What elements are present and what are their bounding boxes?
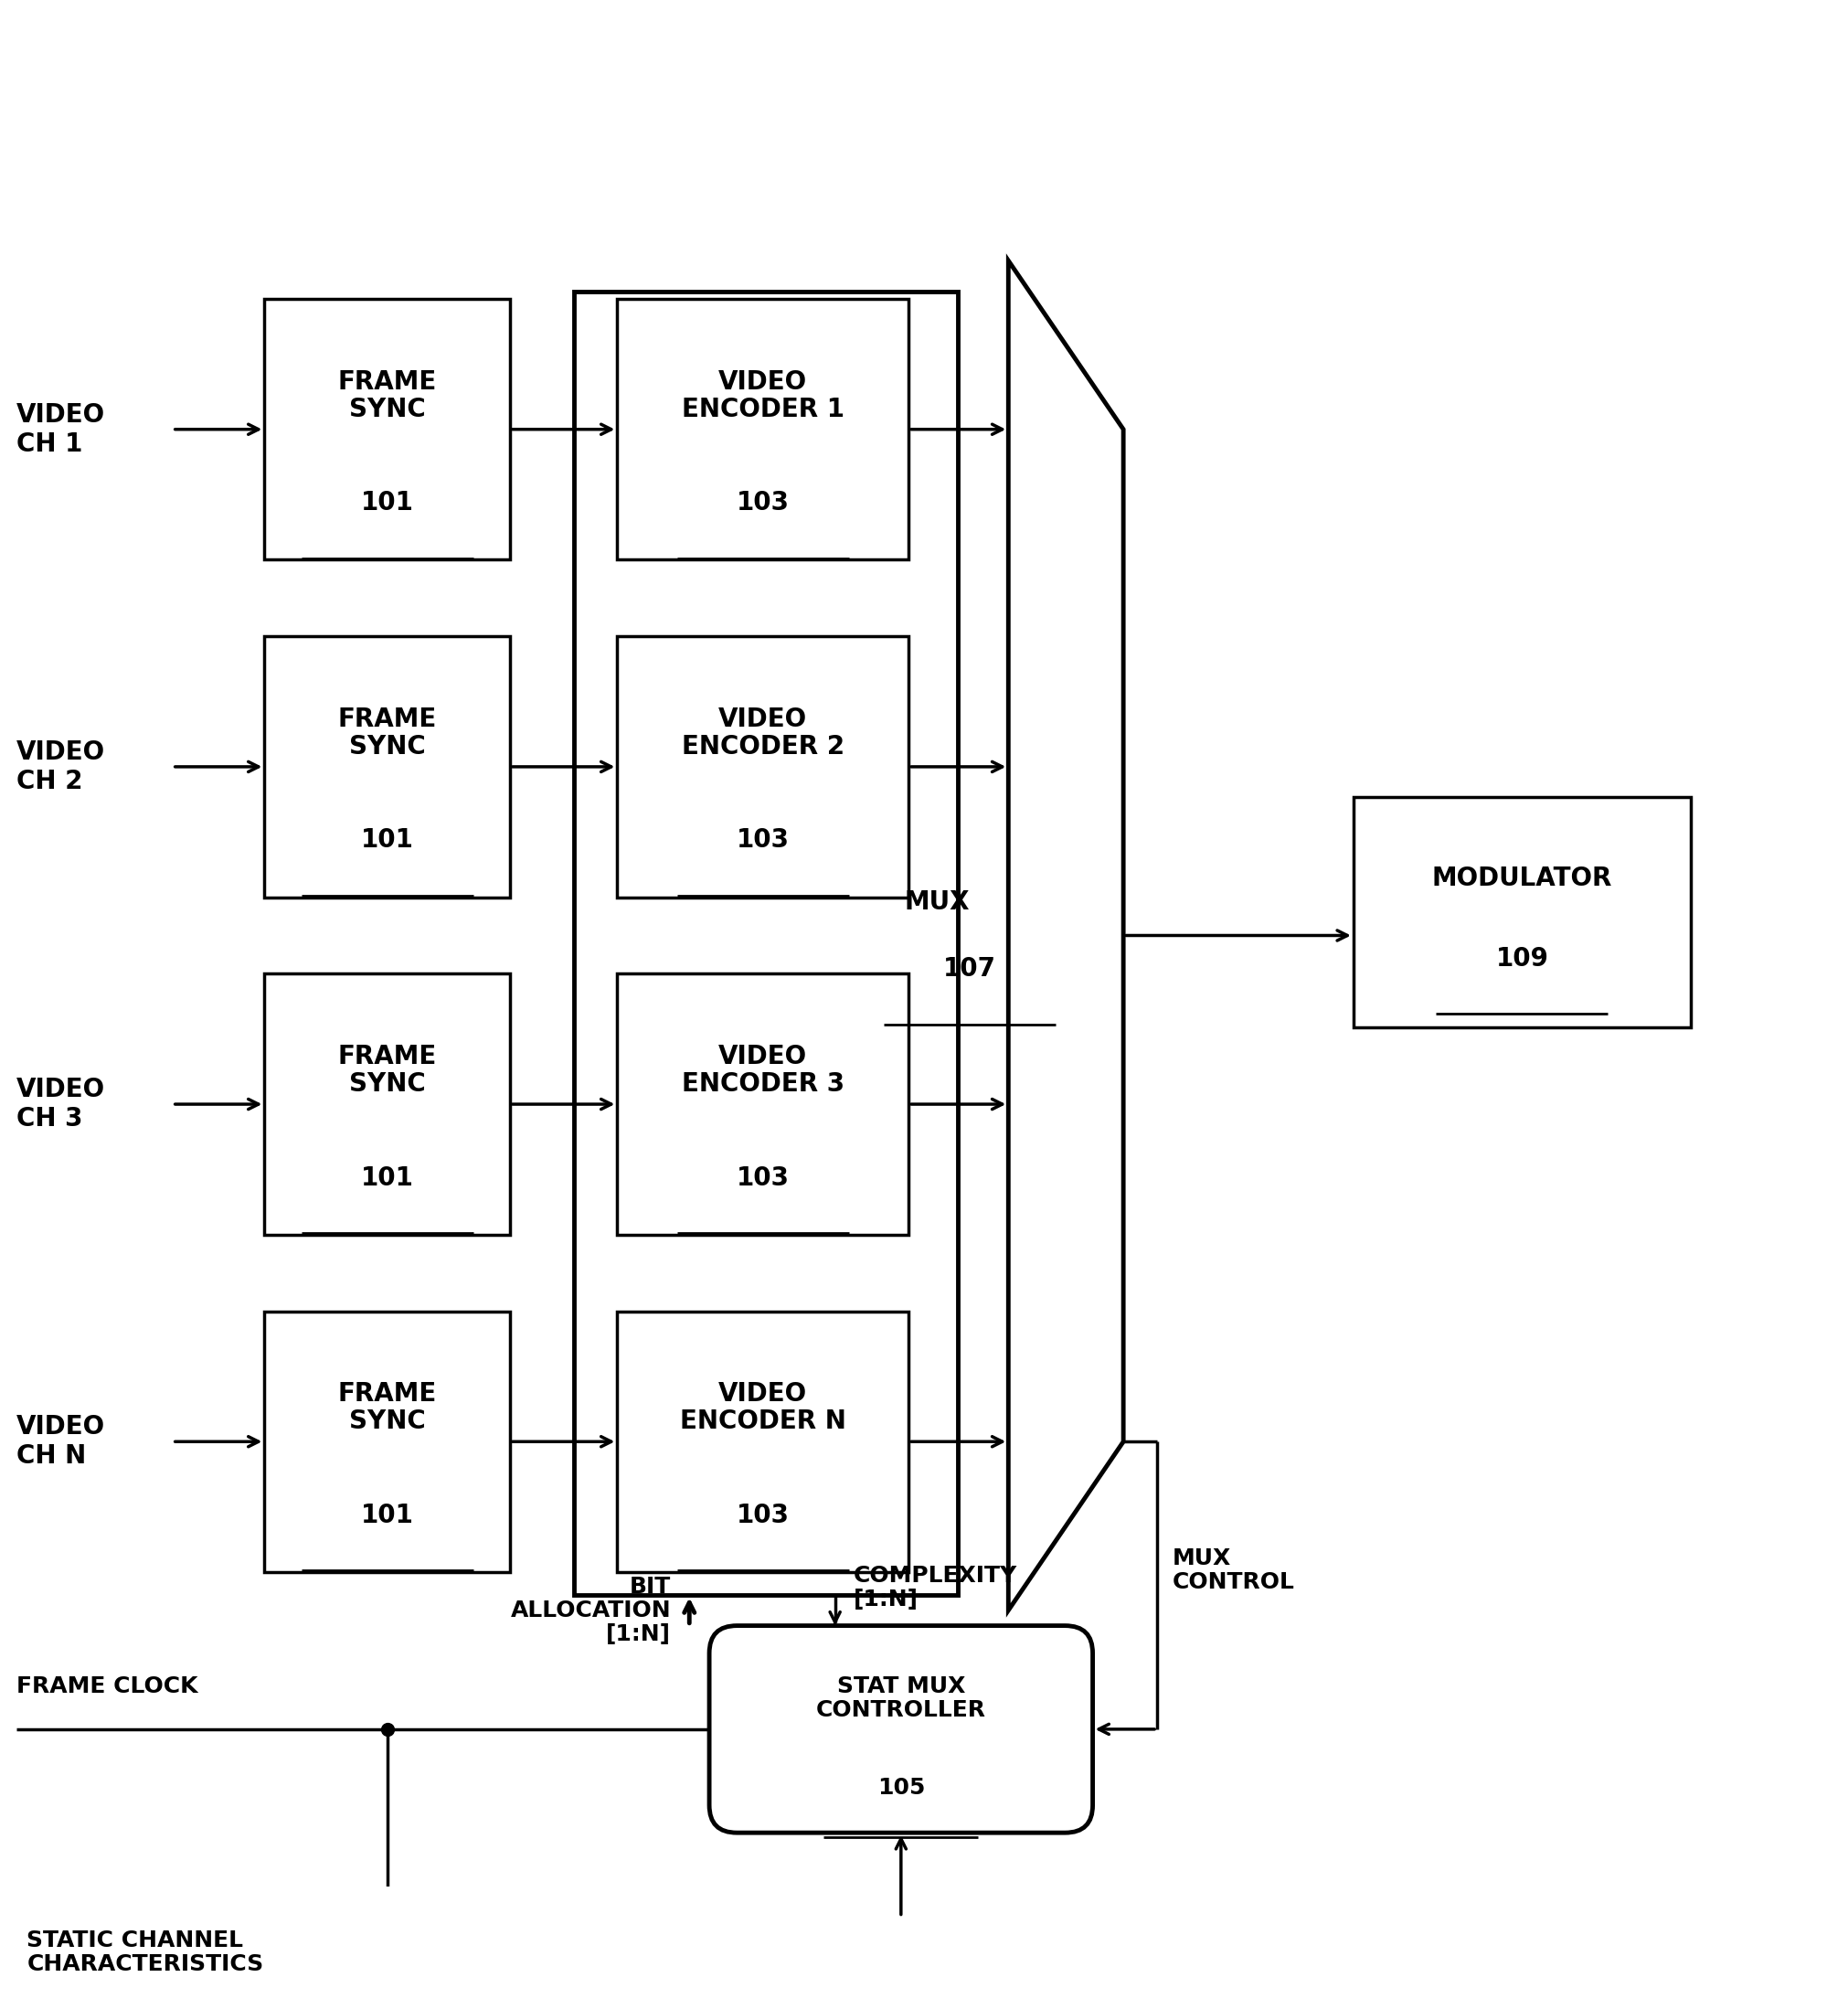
Text: 107: 107 <box>944 956 996 982</box>
Text: 103: 103 <box>737 828 789 854</box>
Text: 101: 101 <box>360 1165 414 1191</box>
Text: FRAME
SYNC: FRAME SYNC <box>338 707 436 759</box>
Text: 101: 101 <box>360 828 414 854</box>
Text: MUX: MUX <box>906 888 970 914</box>
Text: 103: 103 <box>737 1503 789 1529</box>
Bar <box>575 291 957 1595</box>
Text: VIDEO
CH N: VIDEO CH N <box>17 1414 105 1469</box>
Bar <box>1353 798 1691 1027</box>
Text: 103: 103 <box>737 1165 789 1191</box>
Text: MODULATOR: MODULATOR <box>1432 866 1611 892</box>
Text: STATIC CHANNEL
CHARACTERISTICS: STATIC CHANNEL CHARACTERISTICS <box>28 1929 264 1975</box>
Text: FRAME
SYNC: FRAME SYNC <box>338 1045 436 1097</box>
Bar <box>264 299 510 561</box>
Text: BIT
ALLOCATION
[1:N]: BIT ALLOCATION [1:N] <box>510 1575 671 1645</box>
Bar <box>617 637 909 898</box>
Polygon shape <box>1009 261 1124 1611</box>
Text: FRAME
SYNC: FRAME SYNC <box>338 370 436 422</box>
Bar <box>617 1312 909 1571</box>
Text: VIDEO
ENCODER 3: VIDEO ENCODER 3 <box>682 1045 845 1097</box>
Text: VIDEO
ENCODER 1: VIDEO ENCODER 1 <box>682 370 845 422</box>
Text: VIDEO
ENCODER 2: VIDEO ENCODER 2 <box>682 707 845 759</box>
Text: 101: 101 <box>360 490 414 516</box>
Bar <box>264 637 510 898</box>
FancyBboxPatch shape <box>710 1625 1092 1832</box>
Text: 105: 105 <box>878 1776 926 1798</box>
Text: FRAME
SYNC: FRAME SYNC <box>338 1382 436 1434</box>
Bar <box>264 974 510 1236</box>
Bar <box>264 1312 510 1571</box>
Bar <box>617 974 909 1236</box>
Text: VIDEO
CH 2: VIDEO CH 2 <box>17 739 105 794</box>
Text: 101: 101 <box>360 1503 414 1529</box>
Text: STAT MUX
CONTROLLER: STAT MUX CONTROLLER <box>817 1676 987 1722</box>
Text: VIDEO
CH 1: VIDEO CH 1 <box>17 402 105 456</box>
Text: COMPLEXITY
[1:N]: COMPLEXITY [1:N] <box>854 1565 1016 1609</box>
Text: MUX
CONTROL: MUX CONTROL <box>1172 1547 1295 1593</box>
Text: 103: 103 <box>737 490 789 516</box>
Text: VIDEO
CH 3: VIDEO CH 3 <box>17 1077 105 1131</box>
Text: 109: 109 <box>1495 946 1549 970</box>
Text: FRAME CLOCK: FRAME CLOCK <box>17 1676 198 1698</box>
Text: VIDEO
ENCODER N: VIDEO ENCODER N <box>680 1382 846 1434</box>
Bar <box>617 299 909 561</box>
